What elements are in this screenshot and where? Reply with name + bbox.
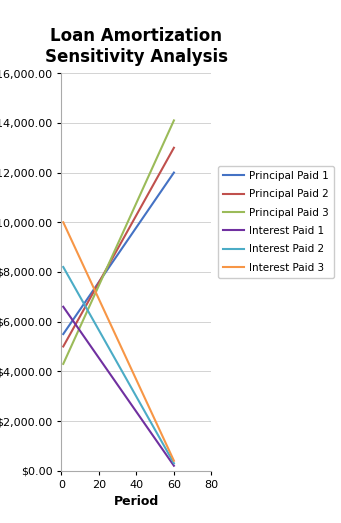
Interest Paid 3 bbox=[172, 458, 176, 464]
Line: Interest Paid 2: Interest Paid 2 bbox=[63, 267, 174, 463]
Principal Paid 3 bbox=[172, 117, 176, 123]
Principal Paid 2 bbox=[172, 145, 176, 151]
Line: Interest Paid 3: Interest Paid 3 bbox=[63, 222, 174, 461]
Principal Paid 3 bbox=[61, 361, 65, 367]
Interest Paid 2 bbox=[61, 264, 65, 270]
Line: Principal Paid 1: Principal Paid 1 bbox=[63, 173, 174, 334]
Line: Principal Paid 2: Principal Paid 2 bbox=[63, 148, 174, 347]
Interest Paid 1 bbox=[61, 304, 65, 310]
Line: Principal Paid 3: Principal Paid 3 bbox=[63, 120, 174, 364]
Interest Paid 3 bbox=[61, 219, 65, 225]
Interest Paid 1 bbox=[172, 463, 176, 469]
Legend: Principal Paid 1, Principal Paid 2, Principal Paid 3, Interest Paid 1, Interest : Principal Paid 1, Principal Paid 2, Prin… bbox=[218, 166, 334, 278]
Principal Paid 1 bbox=[172, 169, 176, 176]
Principal Paid 1 bbox=[61, 331, 65, 337]
Title: Loan Amortization
Sensitivity Analysis: Loan Amortization Sensitivity Analysis bbox=[45, 27, 228, 66]
Line: Interest Paid 1: Interest Paid 1 bbox=[63, 307, 174, 466]
Interest Paid 2 bbox=[172, 460, 176, 467]
Principal Paid 2 bbox=[61, 344, 65, 350]
X-axis label: Period: Period bbox=[114, 495, 159, 508]
